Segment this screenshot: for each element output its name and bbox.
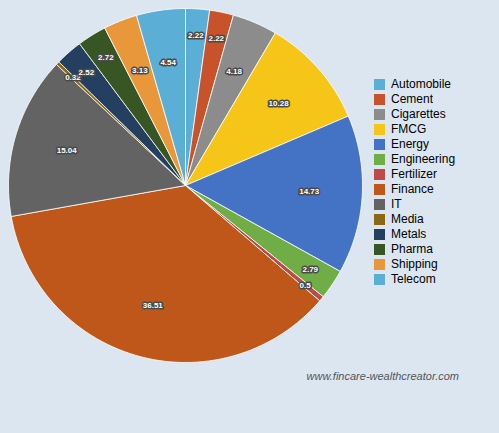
html-text:Metals: Metals — [391, 227, 427, 241]
html-text:www.fincare-wealthcreator.com: www.fincare-wealthcreator.com — [306, 370, 459, 382]
svg-text:15.04: 15.04 — [57, 146, 78, 155]
svg-text:0.5: 0.5 — [300, 281, 312, 290]
svg-text:14.73: 14.73 — [299, 187, 320, 196]
html-text:Telecom: Telecom — [391, 272, 436, 286]
svg-text:36.51: 36.51 — [143, 301, 164, 310]
html-text:Engineering: Engineering — [391, 152, 456, 166]
html-text:IT: IT — [391, 197, 402, 211]
html-text:Fertilizer: Fertilizer — [391, 167, 437, 181]
svg-text:10.28: 10.28 — [269, 99, 290, 108]
svg-text:4.54: 4.54 — [160, 58, 176, 67]
html-text:Cement: Cement — [391, 92, 433, 106]
svg-text:2.22: 2.22 — [188, 31, 204, 40]
svg-text:0.32: 0.32 — [65, 73, 81, 83]
html-text:Finance: Finance — [391, 182, 434, 196]
html-text:Energy: Energy — [391, 137, 429, 151]
svg-text:2.72: 2.72 — [98, 53, 114, 62]
svg-text:4.18: 4.18 — [226, 67, 242, 76]
html-text:Cigarettes: Cigarettes — [391, 107, 446, 121]
html-text:Automobile: Automobile — [391, 77, 451, 91]
svg-text:2.52: 2.52 — [79, 68, 95, 77]
svg-text:2.79: 2.79 — [302, 265, 318, 274]
html-text:Shipping: Shipping — [391, 257, 438, 271]
html-text:Pharma: Pharma — [391, 242, 433, 256]
svg-text:2.22: 2.22 — [208, 34, 224, 43]
svg-text:3.13: 3.13 — [132, 66, 148, 75]
html-text:FMCG: FMCG — [391, 122, 427, 136]
html-text:Media: Media — [391, 212, 424, 226]
